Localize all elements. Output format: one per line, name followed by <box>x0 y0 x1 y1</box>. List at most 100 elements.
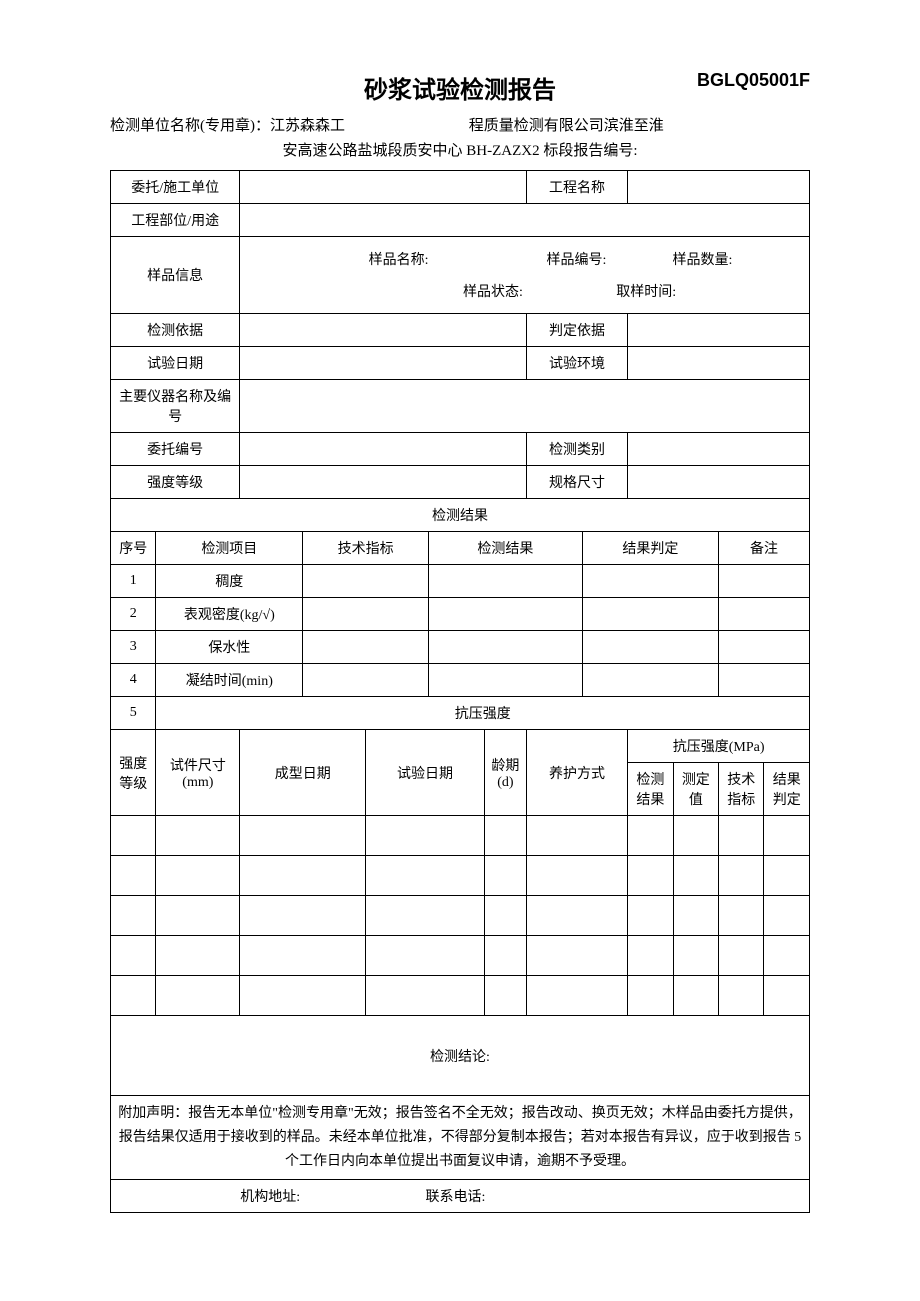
sb2-c9 <box>719 856 764 896</box>
sample-info-cell: 样品名称: 样品编号: 样品数量: 样品状态: 取样时间: <box>240 237 810 314</box>
s-test-result-hdr: 检测结果 <box>628 763 673 816</box>
col-seq: 序号 <box>111 532 156 565</box>
label-sample-qty: 样品数量: <box>673 249 733 269</box>
value-test-basis <box>240 314 527 347</box>
value-test-category <box>628 433 810 466</box>
label-project-name: 工程名称 <box>526 171 627 204</box>
sb5-c10 <box>764 976 810 1016</box>
value-project-name <box>628 171 810 204</box>
sb4-c3 <box>240 936 366 976</box>
report-page: 砂浆试验检测报告 BGLQ05001F 检测单位名称(专用章)：江苏森森工 程质… <box>0 0 920 1301</box>
sb1-c3 <box>240 816 366 856</box>
contact-cell: 机构地址: 联系电话: <box>111 1180 810 1213</box>
row3-remark <box>719 631 810 664</box>
sb2-c3 <box>240 856 366 896</box>
label-commission-no: 委托编号 <box>111 433 240 466</box>
value-strength-grade <box>240 466 527 499</box>
row3-judge <box>582 631 718 664</box>
sb1-c1 <box>111 816 156 856</box>
sb1-c6 <box>526 816 627 856</box>
sb1-c8 <box>673 816 718 856</box>
form-code: BGLQ05001F <box>697 70 810 91</box>
contact-tel-label: 联系电话: <box>426 1186 486 1206</box>
header-right-text: 程质量检测有限公司滨淮至淮 <box>469 114 664 135</box>
sb5-c1 <box>111 976 156 1016</box>
label-sample-state: 样品状态: <box>373 281 613 301</box>
sb4-c5 <box>484 936 526 976</box>
sb2-c8 <box>673 856 718 896</box>
s-cure-hdr: 养护方式 <box>526 730 627 816</box>
sb3-c8 <box>673 896 718 936</box>
label-spec-size: 规格尺寸 <box>526 466 627 499</box>
sb3-c1 <box>111 896 156 936</box>
row3-tech <box>303 631 429 664</box>
comp-strength-title: 抗压强度 <box>156 697 810 730</box>
label-sample-time: 取样时间: <box>616 281 676 301</box>
row1-remark <box>719 565 810 598</box>
sb4-c10 <box>764 936 810 976</box>
sb5-c7 <box>628 976 673 1016</box>
s-age-hdr: 龄期(d) <box>484 730 526 816</box>
sb2-c6 <box>526 856 627 896</box>
disclaimer-cell: 附加声明：报告无本单位"检测专用章"无效；报告签名不全无效；报告改动、换页无效；… <box>111 1096 810 1180</box>
sb2-c1 <box>111 856 156 896</box>
col-tech: 技术指标 <box>303 532 429 565</box>
org-addr-label: 机构地址: <box>115 1186 426 1206</box>
row1-result <box>429 565 583 598</box>
row3-name: 保水性 <box>156 631 303 664</box>
sb3-c2 <box>156 896 240 936</box>
sb5-c4 <box>366 976 485 1016</box>
sb4-c4 <box>366 936 485 976</box>
sb4-c1 <box>111 936 156 976</box>
sb3-c6 <box>526 896 627 936</box>
sb5-c3 <box>240 976 366 1016</box>
sb5-c2 <box>156 976 240 1016</box>
label-test-env: 试验环境 <box>526 347 627 380</box>
sb3-c4 <box>366 896 485 936</box>
value-client <box>240 171 527 204</box>
value-test-env <box>628 347 810 380</box>
sb1-c9 <box>719 816 764 856</box>
value-test-date <box>240 347 527 380</box>
sb5-c6 <box>526 976 627 1016</box>
s-grade-hdr: 强度等级 <box>111 730 156 816</box>
row1-no: 1 <box>111 565 156 598</box>
s-comp-mpa-hdr: 抗压强度(MPa) <box>628 730 810 763</box>
value-judge-basis <box>628 314 810 347</box>
row2-result <box>429 598 583 631</box>
row2-no: 2 <box>111 598 156 631</box>
row4-no: 4 <box>111 664 156 697</box>
label-instruments: 主要仪器名称及编号 <box>111 380 240 433</box>
s-measured-hdr: 测定值 <box>673 763 718 816</box>
label-sample-info: 样品信息 <box>111 237 240 314</box>
sb5-c5 <box>484 976 526 1016</box>
s-mold-date-hdr: 成型日期 <box>240 730 366 816</box>
sb3-c3 <box>240 896 366 936</box>
report-table: 委托/施工单位 工程名称 工程部位/用途 样品信息 样品名称: 样品编号: 样品… <box>110 170 810 1213</box>
header-left-text: 检测单位名称(专用章)：江苏森森工 <box>110 114 345 135</box>
s-test-date-hdr: 试验日期 <box>366 730 485 816</box>
label-test-basis: 检测依据 <box>111 314 240 347</box>
row1-name: 稠度 <box>156 565 303 598</box>
row3-no: 3 <box>111 631 156 664</box>
s-tech-idx-hdr: 技术指标 <box>719 763 764 816</box>
label-sample-name: 样品名称: <box>317 249 480 269</box>
sb1-c10 <box>764 816 810 856</box>
row2-judge <box>582 598 718 631</box>
row3-result <box>429 631 583 664</box>
col-result: 检测结果 <box>429 532 583 565</box>
row2-remark <box>719 598 810 631</box>
value-spec-size <box>628 466 810 499</box>
s-judge-hdr: 结果判定 <box>764 763 810 816</box>
row1-tech <box>303 565 429 598</box>
label-test-date: 试验日期 <box>111 347 240 380</box>
col-judge: 结果判定 <box>582 532 718 565</box>
sb2-c7 <box>628 856 673 896</box>
sb3-c9 <box>719 896 764 936</box>
col-item: 检测项目 <box>156 532 303 565</box>
sb4-c7 <box>628 936 673 976</box>
row4-name: 凝结时间(min) <box>156 664 303 697</box>
sb2-c2 <box>156 856 240 896</box>
sb1-c5 <box>484 816 526 856</box>
sb4-c2 <box>156 936 240 976</box>
